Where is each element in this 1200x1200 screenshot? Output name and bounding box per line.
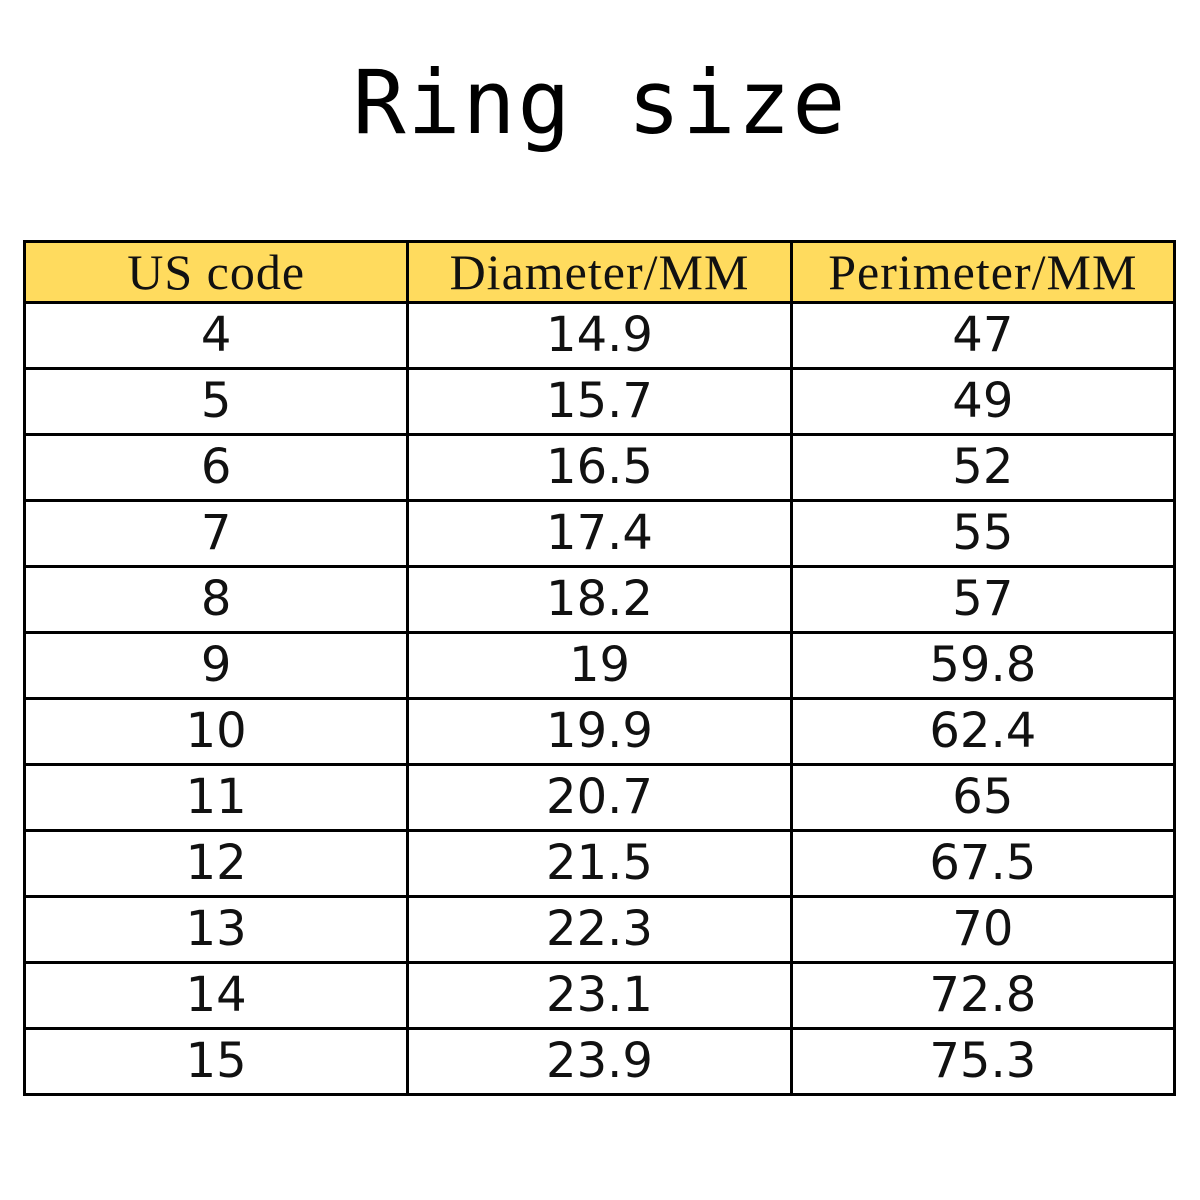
cell-us-code: 11 [22,763,410,832]
cell-perimeter: 59.8 [789,631,1177,700]
cell-us-code: 5 [22,367,410,436]
table-row: 8 18.2 57 [22,565,1177,634]
table-row: 7 17.4 55 [22,499,1177,568]
cell-diameter: 19.9 [406,697,793,766]
cell-perimeter: 62.4 [789,697,1177,766]
cell-diameter: 16.5 [406,433,793,502]
table-row: 6 16.5 52 [22,433,1177,502]
table-row: 11 20.7 65 [22,763,1177,832]
table-row: 4 14.9 47 [22,301,1177,370]
cell-us-code: 14 [22,961,410,1030]
cell-us-code: 10 [22,697,410,766]
cell-perimeter: 57 [789,565,1177,634]
cell-perimeter: 67.5 [789,829,1177,898]
cell-us-code: 12 [22,829,410,898]
header-perimeter: Perimeter/MM [789,240,1177,304]
cell-diameter: 18.2 [406,565,793,634]
cell-us-code: 9 [22,631,410,700]
cell-perimeter: 49 [789,367,1177,436]
header-us-code: US code [22,240,410,304]
table-row: 13 22.3 70 [22,895,1177,964]
cell-perimeter: 55 [789,499,1177,568]
cell-us-code: 13 [22,895,410,964]
table-header-row: US code Diameter/MM Perimeter/MM [22,240,1177,304]
cell-diameter: 23.9 [406,1027,793,1096]
cell-diameter: 17.4 [406,499,793,568]
cell-perimeter: 52 [789,433,1177,502]
table-row: 10 19.9 62.4 [22,697,1177,766]
cell-us-code: 15 [22,1027,410,1096]
cell-perimeter: 47 [789,301,1177,370]
cell-diameter: 14.9 [406,301,793,370]
cell-diameter: 23.1 [406,961,793,1030]
table-row: 14 23.1 72.8 [22,961,1177,1030]
table-row: 5 15.7 49 [22,367,1177,436]
cell-us-code: 7 [22,499,410,568]
cell-diameter: 20.7 [406,763,793,832]
cell-perimeter: 75.3 [789,1027,1177,1096]
header-diameter: Diameter/MM [406,240,793,304]
cell-perimeter: 70 [789,895,1177,964]
ring-size-table: US code Diameter/MM Perimeter/MM 4 14.9 47… [22,240,1177,1096]
cell-us-code: 4 [22,301,410,370]
table-row: 9 19 59.8 [22,631,1177,700]
cell-us-code: 8 [22,565,410,634]
cell-diameter: 15.7 [406,367,793,436]
table-row: 15 23.9 75.3 [22,1027,1177,1096]
table-row: 12 21.5 67.5 [22,829,1177,898]
cell-perimeter: 65 [789,763,1177,832]
cell-diameter: 21.5 [406,829,793,898]
cell-diameter: 19 [406,631,793,700]
cell-diameter: 22.3 [406,895,793,964]
cell-perimeter: 72.8 [789,961,1177,1030]
page-title: Ring size [352,51,848,154]
cell-us-code: 6 [22,433,410,502]
